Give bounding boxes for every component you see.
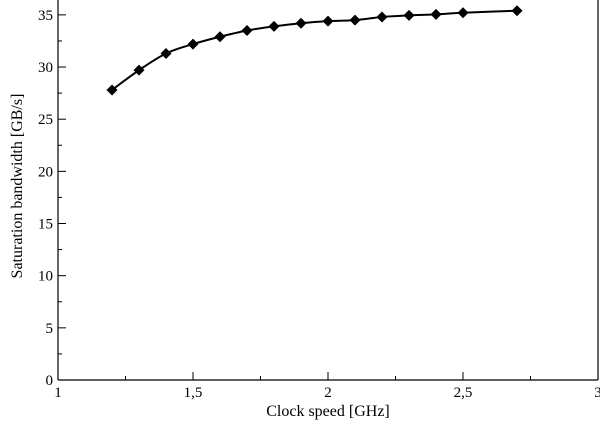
data-point-marker: [457, 7, 469, 19]
y-tick-label: 0: [46, 373, 54, 389]
data-point-marker: [133, 64, 145, 76]
x-tick-label: 1: [54, 385, 62, 401]
y-tick-label: 15: [38, 217, 53, 233]
x-tick-label: 3: [594, 385, 600, 401]
data-point-marker: [295, 17, 307, 29]
x-tick-label: 1,5: [184, 385, 203, 401]
series-layer: [106, 5, 523, 96]
y-tick-label: 30: [38, 60, 53, 76]
y-tick-label: 25: [38, 112, 53, 128]
data-point-marker: [268, 20, 280, 32]
y-tick-label: 35: [38, 8, 53, 24]
x-tick-label: 2: [324, 385, 332, 401]
y-tick-label: 20: [38, 164, 53, 180]
data-point-marker: [430, 8, 442, 20]
y-tick-label: 5: [46, 321, 54, 337]
data-point-marker: [322, 15, 334, 27]
x-axis-title: Clock speed [GHz]: [266, 403, 390, 420]
data-point-marker: [106, 84, 118, 96]
x-tick-label: 2,5: [454, 385, 473, 401]
y-axis-title: Saturation bandwidth [GB/s]: [9, 94, 26, 279]
data-point-marker: [187, 38, 199, 50]
data-point-marker: [349, 14, 361, 26]
data-point-marker: [214, 31, 226, 43]
data-point-marker: [241, 25, 253, 37]
data-point-marker: [511, 5, 523, 17]
data-point-marker: [403, 9, 415, 21]
data-point-marker: [160, 47, 172, 59]
series-line: [111, 9, 518, 91]
y-tick-label: 10: [38, 269, 53, 285]
data-point-marker: [376, 11, 388, 23]
plot-frame: [57, 0, 599, 381]
